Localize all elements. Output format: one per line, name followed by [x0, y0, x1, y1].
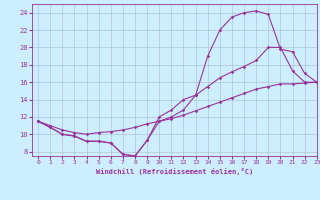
X-axis label: Windchill (Refroidissement éolien,°C): Windchill (Refroidissement éolien,°C) [96, 168, 253, 175]
